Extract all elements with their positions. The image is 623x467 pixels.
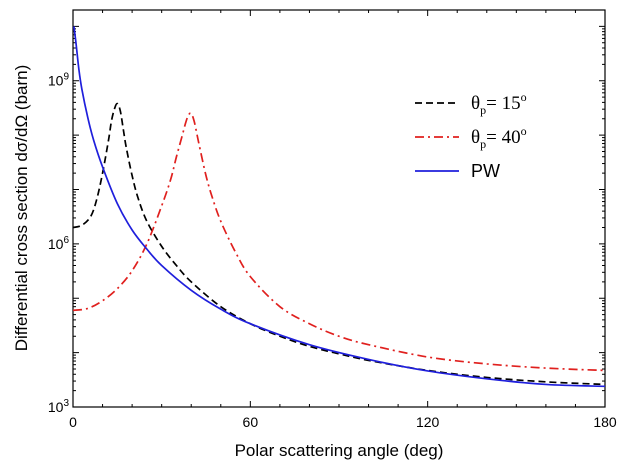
x-tick-label: 60 bbox=[243, 414, 259, 430]
x-tick-label: 120 bbox=[416, 414, 440, 430]
series-layer bbox=[73, 26, 605, 388]
x-axis-title: Polar scattering angle (deg) bbox=[235, 441, 444, 460]
legend-label-3: PW bbox=[471, 161, 500, 181]
x-tick-label: 180 bbox=[593, 414, 617, 430]
axis-ticks bbox=[72, 9, 606, 408]
x-tick-label: 0 bbox=[69, 414, 77, 430]
y-axis-title: Differential cross section dσ/dΩ (barn) bbox=[12, 65, 31, 352]
y-tick-label: 106 bbox=[48, 235, 70, 252]
legend: θp= 15o θp= 40o PW bbox=[415, 90, 527, 181]
legend-label-1: θp= 15o bbox=[471, 90, 527, 117]
plot-frame bbox=[72, 9, 606, 408]
legend-label-2: θp= 40o bbox=[471, 124, 527, 151]
series-line-3 bbox=[73, 26, 605, 388]
tick-labels: 0 60 120 180 103 106 109 bbox=[48, 72, 617, 430]
y-tick-label: 109 bbox=[48, 72, 70, 89]
y-tick-label: 103 bbox=[48, 398, 70, 415]
series-line-2 bbox=[73, 112, 605, 372]
series-line-1 bbox=[73, 102, 605, 386]
